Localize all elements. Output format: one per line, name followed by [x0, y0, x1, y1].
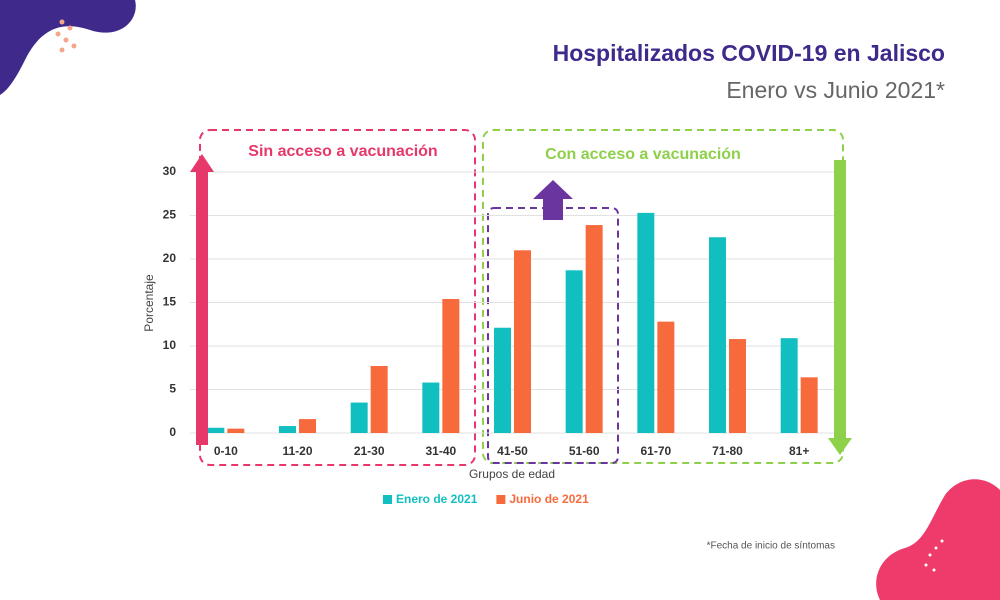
y-axis-label: Porcentaje	[142, 274, 156, 332]
bar	[350, 402, 368, 433]
decor-dots	[55, 19, 77, 53]
bar	[565, 270, 583, 433]
plot: 0 5 10 15 20 25 30 0-10 11-20 21-30 31-40 41-50 51-6…	[163, 164, 835, 506]
x-tick-label: 21-30	[354, 444, 385, 458]
bar	[729, 339, 746, 433]
overlay	[190, 154, 852, 455]
x-tick-label: 81+	[789, 444, 809, 458]
legend-swatch	[383, 495, 392, 504]
x-tick-label: 41-50	[497, 444, 528, 458]
bar	[370, 366, 388, 433]
x-tick-label: 61-70	[640, 444, 671, 458]
chart-subtitle: Enero vs Junio 2021*	[726, 77, 945, 103]
bar	[637, 212, 655, 433]
bar	[299, 419, 316, 433]
bar	[780, 338, 798, 433]
annotation: Sin acceso a vacunación	[248, 143, 437, 160]
region-box	[482, 129, 844, 464]
arrow	[828, 438, 852, 455]
x-tick-label: 0-10	[214, 444, 238, 458]
bar	[514, 250, 531, 433]
bar	[227, 428, 245, 433]
y-tick-label: 30	[163, 164, 177, 178]
bar	[279, 426, 296, 433]
x-tick-label: 31-40	[425, 444, 456, 458]
y-tick-label: 10	[163, 338, 177, 352]
x-tick-label: 71-80	[712, 444, 743, 458]
y-tick-label: 20	[163, 251, 177, 265]
bar	[800, 377, 818, 433]
legend-swatch	[496, 495, 506, 504]
x-tick-label: 11-20	[282, 444, 312, 458]
bar	[442, 299, 460, 433]
decor-blob	[0, 0, 136, 95]
bar	[422, 382, 440, 433]
x-tick-label: 51-60	[569, 444, 600, 458]
decor-dots	[924, 539, 944, 572]
arrow	[533, 180, 573, 199]
region-box	[487, 207, 619, 464]
annotation: Con acceso a vacunación	[545, 146, 741, 163]
y-tick-label: 5	[169, 382, 176, 396]
chart-title: Hospitalizados COVID-19 en Jalisco	[553, 40, 945, 66]
bar	[657, 321, 675, 433]
legend-label: Junio de 2021	[509, 492, 589, 506]
x-axis-label: Grupos de edad	[469, 467, 555, 481]
bar	[585, 225, 603, 433]
arrow	[196, 170, 208, 445]
arrow	[190, 154, 214, 172]
arrow	[543, 198, 563, 220]
bar	[494, 327, 511, 433]
y-tick-label: 15	[163, 295, 177, 309]
bar	[709, 237, 726, 433]
footnote: *Fecha de inicio de síntomas	[707, 541, 835, 552]
y-tick-label: 0	[169, 425, 176, 439]
bar	[207, 427, 225, 433]
legend-label: Enero de 2021	[396, 492, 478, 506]
arrow	[834, 160, 846, 440]
y-tick-label: 25	[163, 208, 177, 222]
decor-blob	[876, 479, 1000, 600]
